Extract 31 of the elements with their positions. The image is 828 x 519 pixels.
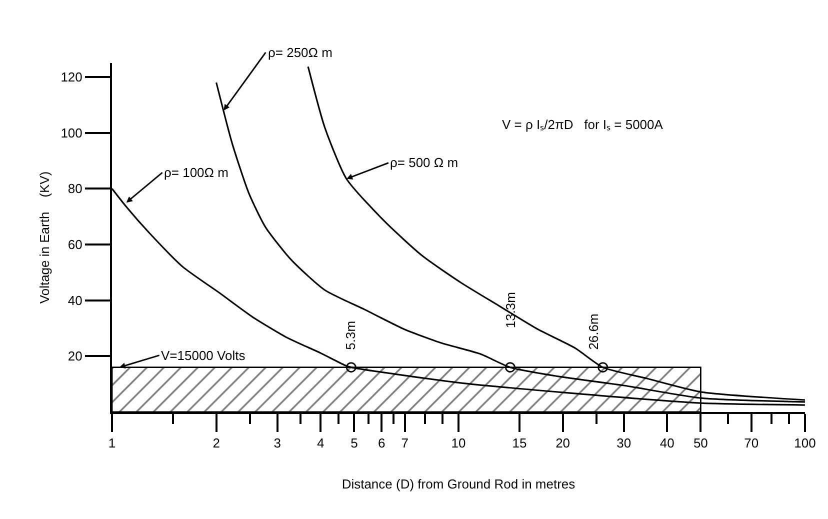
x-tick-label: 100: [794, 436, 816, 451]
y-axis-title: Voltage in Earth (KV): [37, 171, 52, 304]
y-tick-label: 40: [68, 292, 82, 308]
annotation: 26.6m: [586, 314, 601, 350]
x-tick-label: 50: [693, 436, 708, 451]
x-tick-label: 40: [660, 436, 674, 451]
x-tick-label: 20: [556, 436, 570, 451]
y-tick-label: 80: [68, 181, 82, 196]
x-tick-label: 15: [512, 436, 527, 451]
x-tick-label: 10: [451, 436, 466, 451]
x-tick-label: 30: [616, 436, 632, 451]
x-tick-label: 70: [744, 436, 759, 451]
x-tick-label: 3: [274, 436, 281, 451]
x-tick-label: 5: [350, 436, 358, 451]
annotation: 13.3m: [503, 292, 518, 328]
annotation: ρ= 100Ω m: [164, 165, 228, 180]
x-tick-label: 7: [401, 436, 408, 451]
y-tick-label: 60: [68, 237, 82, 252]
y-tick-label: 120: [60, 70, 82, 85]
x-tick-label: 1: [108, 436, 116, 451]
x-axis-title: Distance (D) from Ground Rod in metres: [342, 476, 576, 492]
x-tick-label: 6: [378, 436, 386, 451]
y-tick-label: 20: [68, 348, 82, 364]
x-tick-label: 2: [212, 436, 220, 451]
annotation: V = ρ Iₛ/2πD for Iₛ = 5000A: [502, 117, 664, 132]
annotation: V=15000 Volts: [161, 348, 246, 363]
x-tick-label: 4: [316, 436, 324, 451]
y-tick-label: 100: [60, 125, 82, 140]
annotation: ρ= 250Ω m: [268, 45, 332, 60]
annotation: ρ= 500 Ω m: [390, 155, 458, 170]
annotation: 5.3m: [342, 320, 358, 350]
